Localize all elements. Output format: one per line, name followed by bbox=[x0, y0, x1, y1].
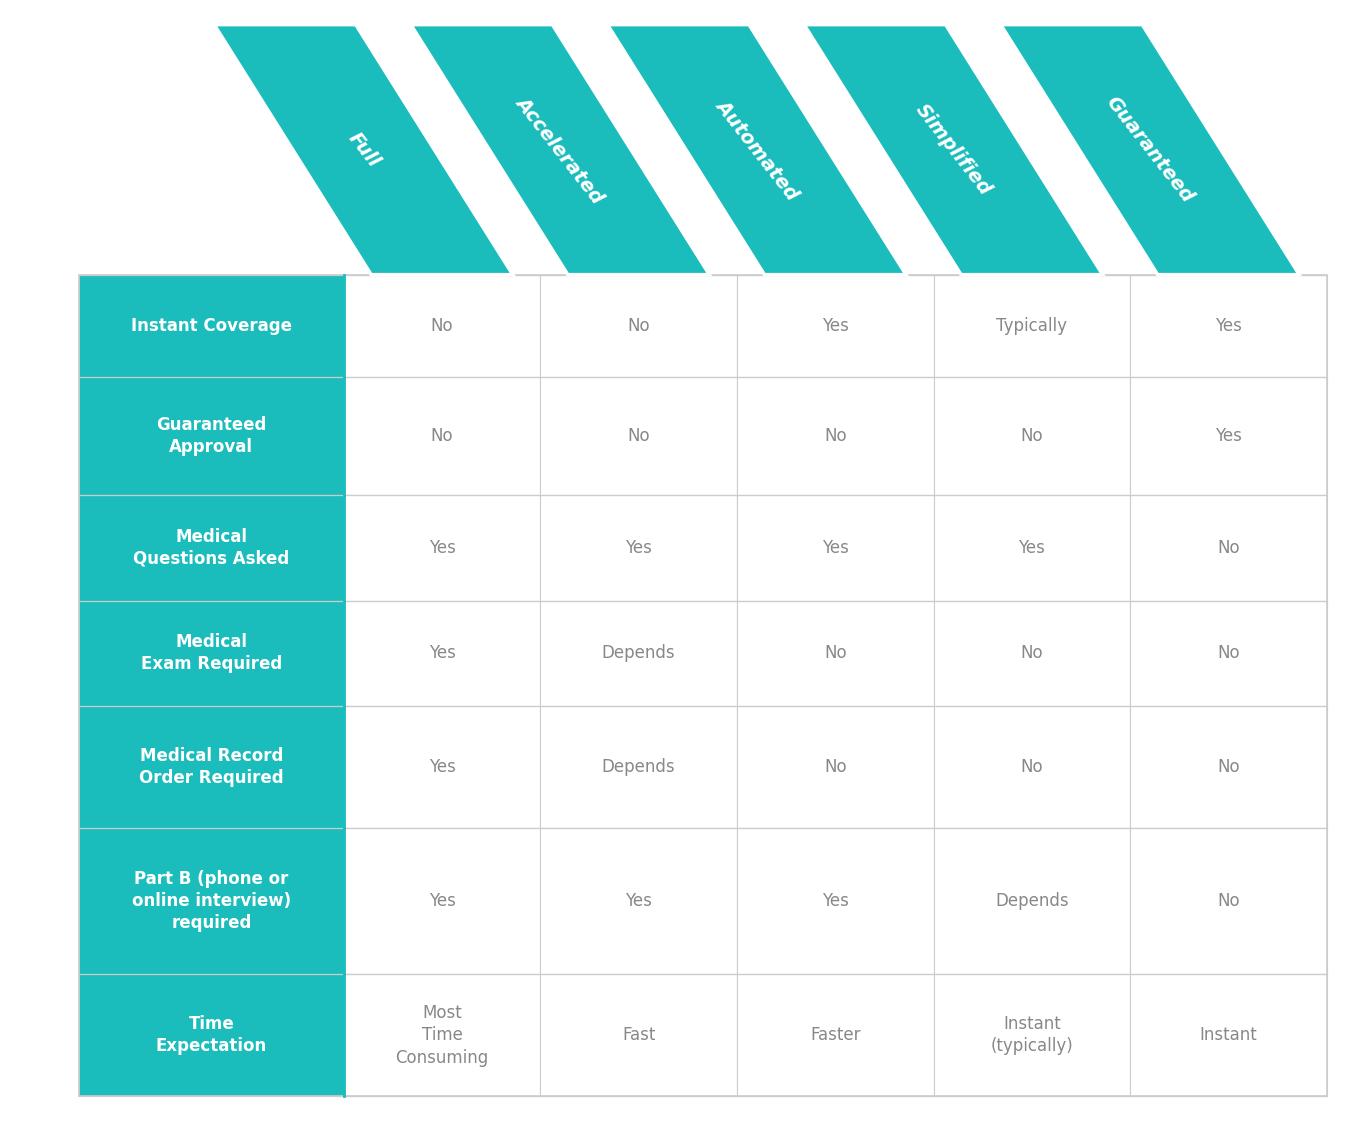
Text: No: No bbox=[1218, 539, 1239, 557]
Bar bbox=[541, 974, 737, 1096]
Polygon shape bbox=[804, 25, 1103, 275]
Text: Yes: Yes bbox=[625, 892, 652, 910]
Text: Yes: Yes bbox=[625, 539, 652, 557]
Bar bbox=[737, 275, 934, 378]
Text: Yes: Yes bbox=[1215, 317, 1242, 335]
Text: Automated: Automated bbox=[711, 95, 801, 204]
Bar bbox=[344, 601, 541, 706]
Text: No: No bbox=[628, 317, 650, 335]
Text: Faster: Faster bbox=[809, 1027, 860, 1045]
Text: Yes: Yes bbox=[429, 645, 456, 663]
Text: Most
Time
Consuming: Most Time Consuming bbox=[396, 1004, 489, 1066]
Bar bbox=[1130, 495, 1327, 601]
Polygon shape bbox=[607, 25, 906, 275]
Bar bbox=[737, 706, 934, 828]
Text: No: No bbox=[824, 758, 846, 776]
Bar bbox=[79, 828, 344, 974]
Bar bbox=[737, 378, 934, 495]
Bar bbox=[79, 706, 344, 828]
Bar bbox=[737, 828, 934, 974]
Text: No: No bbox=[824, 645, 846, 663]
Bar bbox=[344, 706, 541, 828]
Bar bbox=[344, 378, 541, 495]
Text: Medical
Questions Asked: Medical Questions Asked bbox=[134, 528, 289, 568]
Text: No: No bbox=[1218, 892, 1239, 910]
Text: Yes: Yes bbox=[429, 539, 456, 557]
Bar bbox=[934, 974, 1130, 1096]
Text: Depends: Depends bbox=[602, 758, 676, 776]
Text: Yes: Yes bbox=[1018, 539, 1046, 557]
Polygon shape bbox=[411, 25, 710, 275]
Bar bbox=[934, 828, 1130, 974]
Text: Simplified: Simplified bbox=[912, 100, 995, 200]
Bar bbox=[541, 378, 737, 495]
Bar bbox=[1130, 275, 1327, 378]
Bar bbox=[79, 974, 344, 1096]
Bar bbox=[344, 828, 541, 974]
Bar bbox=[737, 601, 934, 706]
Bar bbox=[934, 706, 1130, 828]
Bar bbox=[934, 378, 1130, 495]
Bar bbox=[737, 495, 934, 601]
Text: Guaranteed
Approval: Guaranteed Approval bbox=[156, 416, 266, 456]
Polygon shape bbox=[214, 25, 513, 275]
Bar bbox=[79, 495, 344, 601]
Bar bbox=[79, 378, 344, 495]
Bar bbox=[541, 495, 737, 601]
Text: Medical Record
Order Required: Medical Record Order Required bbox=[139, 747, 284, 787]
Text: Yes: Yes bbox=[429, 892, 456, 910]
Bar bbox=[344, 275, 541, 378]
Text: Yes: Yes bbox=[1215, 427, 1242, 445]
Text: Full: Full bbox=[344, 129, 382, 170]
Text: No: No bbox=[1021, 427, 1043, 445]
Text: No: No bbox=[1218, 758, 1239, 776]
Text: Depends: Depends bbox=[995, 892, 1069, 910]
Bar bbox=[737, 974, 934, 1096]
Text: Instant: Instant bbox=[1200, 1027, 1257, 1045]
Text: Yes: Yes bbox=[429, 758, 456, 776]
Bar bbox=[79, 275, 344, 378]
Bar bbox=[344, 974, 541, 1096]
Text: Yes: Yes bbox=[822, 539, 849, 557]
Text: Accelerated: Accelerated bbox=[513, 93, 607, 206]
Text: No: No bbox=[628, 427, 650, 445]
Text: No: No bbox=[431, 317, 453, 335]
Text: No: No bbox=[431, 427, 453, 445]
Text: Instant Coverage: Instant Coverage bbox=[131, 317, 292, 335]
Text: Fast: Fast bbox=[622, 1027, 655, 1045]
Text: Time
Expectation: Time Expectation bbox=[156, 1016, 268, 1056]
Polygon shape bbox=[1001, 25, 1299, 275]
Text: Yes: Yes bbox=[822, 892, 849, 910]
Bar bbox=[1130, 706, 1327, 828]
Bar bbox=[1130, 378, 1327, 495]
Text: No: No bbox=[1021, 758, 1043, 776]
Bar bbox=[541, 828, 737, 974]
Bar bbox=[79, 275, 1327, 1096]
Text: Depends: Depends bbox=[602, 645, 676, 663]
Bar bbox=[541, 601, 737, 706]
Text: No: No bbox=[1021, 645, 1043, 663]
Text: Typically: Typically bbox=[996, 317, 1067, 335]
Text: Guaranteed: Guaranteed bbox=[1103, 93, 1197, 206]
Bar bbox=[541, 706, 737, 828]
Bar bbox=[344, 495, 541, 601]
Bar bbox=[934, 601, 1130, 706]
Text: Medical
Exam Required: Medical Exam Required bbox=[141, 633, 283, 674]
Bar bbox=[934, 275, 1130, 378]
Text: Yes: Yes bbox=[822, 317, 849, 335]
Bar bbox=[79, 601, 344, 706]
Text: No: No bbox=[824, 427, 846, 445]
Bar bbox=[541, 275, 737, 378]
Text: No: No bbox=[1218, 645, 1239, 663]
Bar bbox=[1130, 828, 1327, 974]
Text: Part B (phone or
online interview)
required: Part B (phone or online interview) requi… bbox=[132, 870, 291, 933]
Bar bbox=[1130, 974, 1327, 1096]
Bar bbox=[1130, 601, 1327, 706]
Text: Instant
(typically): Instant (typically) bbox=[991, 1016, 1073, 1056]
Bar bbox=[934, 495, 1130, 601]
